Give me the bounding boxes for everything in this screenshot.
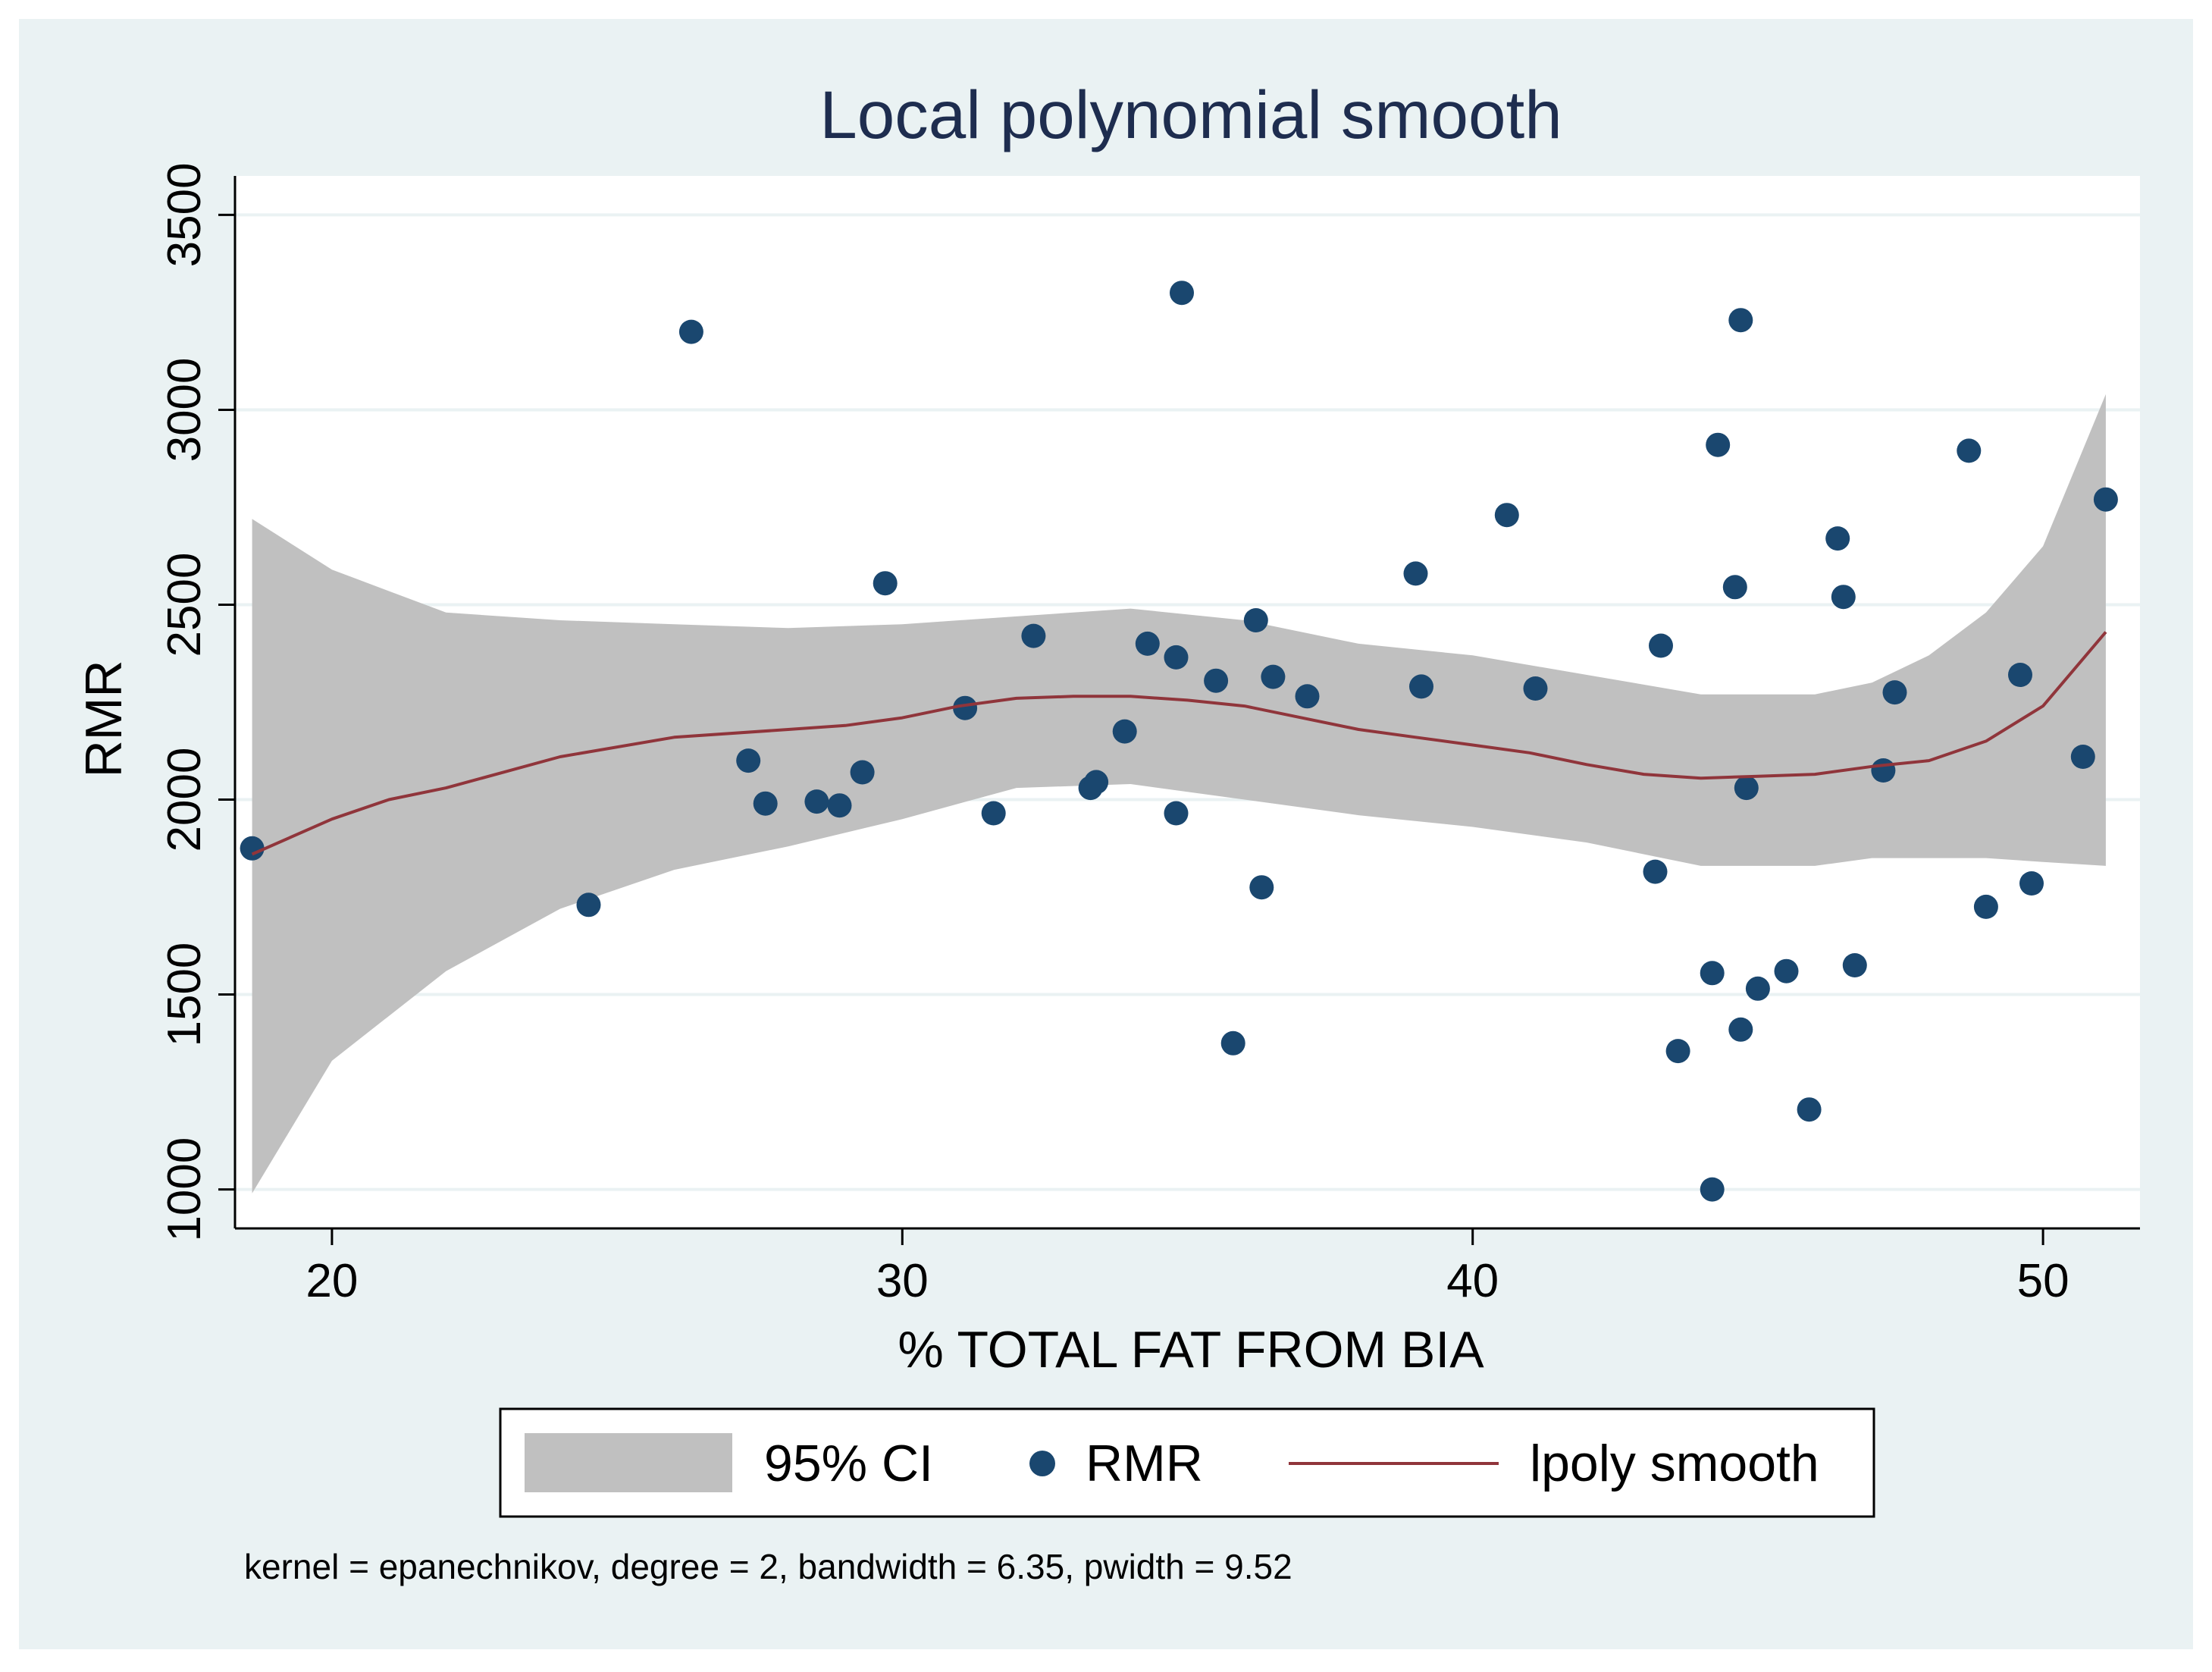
data-point <box>1170 281 1194 306</box>
data-point <box>1084 770 1109 795</box>
y-tick-label: 2500 <box>158 553 211 657</box>
data-point <box>1728 308 1753 333</box>
data-point <box>1871 758 1896 783</box>
y-tick-label: 3000 <box>158 357 211 462</box>
y-tick-label: 2000 <box>158 748 211 852</box>
data-point <box>1973 894 1998 919</box>
legend-marker-rmr <box>1029 1451 1055 1476</box>
data-point <box>1164 645 1189 670</box>
data-point <box>1957 438 1982 463</box>
data-point <box>1164 801 1189 826</box>
data-point <box>753 791 778 816</box>
data-point <box>2008 663 2032 687</box>
data-point <box>981 801 1006 826</box>
data-point <box>736 748 761 773</box>
data-point <box>1243 608 1268 632</box>
data-point <box>1706 432 1731 457</box>
data-point <box>1220 1030 1245 1056</box>
data-point <box>1523 676 1548 701</box>
x-tick-label: 50 <box>2017 1255 2069 1307</box>
data-point <box>1021 623 1046 648</box>
legend-swatch-ci <box>525 1433 732 1492</box>
chart-title: Local polynomial smooth <box>819 77 1562 152</box>
x-tick-label: 30 <box>876 1255 929 1307</box>
data-point <box>576 892 601 918</box>
kernel-note: kernel = epanechnikov, degree = 2, bandw… <box>244 1547 1292 1586</box>
data-point <box>1665 1039 1690 1064</box>
data-point <box>1643 859 1668 884</box>
data-point <box>1403 561 1428 586</box>
y-axis-label: RMR <box>75 660 133 778</box>
data-point <box>1831 585 1856 610</box>
data-point <box>1295 684 1320 709</box>
ci-band <box>252 394 2106 1194</box>
data-point <box>1135 631 1160 656</box>
x-axis-label: % TOTAL FAT FROM BIA <box>898 1321 1484 1379</box>
scatter-points-layer <box>240 281 2118 1202</box>
data-point <box>1409 674 1433 699</box>
data-point <box>1882 680 1907 705</box>
data-point <box>953 695 978 720</box>
y-tick-label: 3500 <box>158 162 211 267</box>
data-point <box>1745 976 1770 1001</box>
data-point <box>804 789 829 814</box>
data-point <box>2019 871 2044 896</box>
data-point <box>2070 745 2095 769</box>
data-point <box>2093 487 2118 512</box>
data-point <box>1700 961 1725 986</box>
data-point <box>1825 526 1850 551</box>
data-point <box>1734 776 1759 801</box>
x-tick-label: 40 <box>1446 1255 1499 1307</box>
axes: 1000 1500 2000 2500 3000 3500 20 30 40 50 <box>158 162 2140 1307</box>
data-point <box>1722 575 1747 600</box>
data-point <box>850 760 875 785</box>
data-point <box>873 571 898 596</box>
data-point <box>1700 1177 1725 1202</box>
data-point <box>1261 664 1286 689</box>
legend-label-smooth: lpoly smooth <box>1530 1435 1819 1492</box>
smooth-line-layer <box>251 631 2107 856</box>
data-point <box>678 319 703 344</box>
x-tick-label: 20 <box>305 1255 358 1307</box>
data-point <box>1494 503 1519 528</box>
lpoly-smooth-line <box>251 631 2107 856</box>
data-point <box>827 793 852 818</box>
data-point <box>1204 668 1229 693</box>
data-point <box>1774 958 1799 983</box>
data-point <box>1797 1097 1822 1122</box>
data-point <box>240 836 265 861</box>
data-point <box>1842 953 1867 977</box>
data-point <box>1649 633 1673 658</box>
data-point <box>1249 875 1274 900</box>
legend-label-rmr: RMR <box>1086 1435 1203 1492</box>
legend-label-ci: 95% CI <box>764 1435 933 1492</box>
y-tick-label: 1500 <box>158 943 211 1047</box>
data-point <box>1112 719 1137 744</box>
ci-band-layer <box>252 394 2106 1194</box>
data-point <box>1728 1017 1753 1042</box>
legend: 95% CI RMR lpoly smooth <box>499 1407 1875 1518</box>
y-tick-label: 1000 <box>158 1137 211 1242</box>
